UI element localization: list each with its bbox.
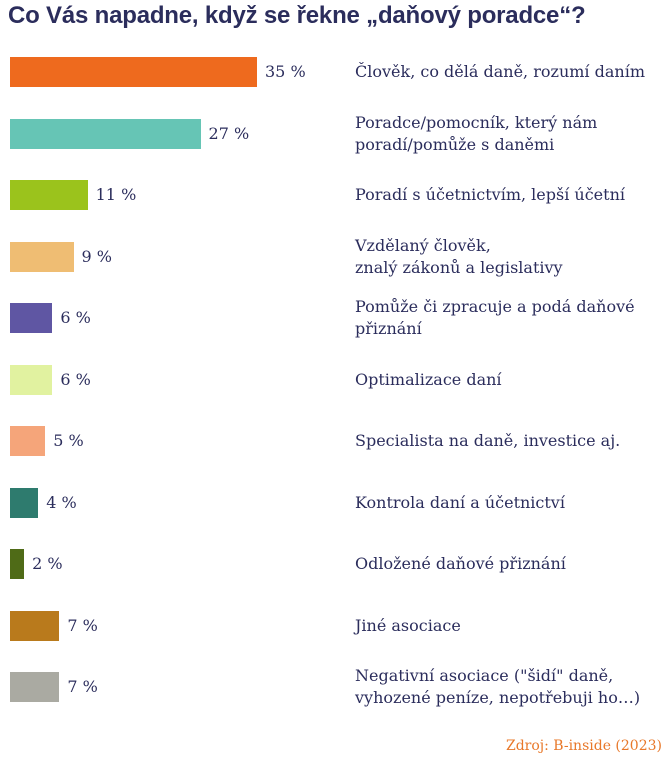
category-label: Jiné asociace xyxy=(355,615,461,635)
category-label: Pomůže či zpracuje a podá daňové přiznán… xyxy=(355,297,635,338)
bar-value-label: 6 % xyxy=(60,308,91,327)
chart-title: Co Vás napadne, když se řekne „daňový po… xyxy=(8,2,586,29)
bar-value-label: 27 % xyxy=(208,123,250,143)
bar-value-label: 4 % xyxy=(46,492,77,512)
bar-11 xyxy=(10,672,60,702)
category-label: Optimalizace daní xyxy=(355,369,502,389)
category-label: Poradí s účetnictvím, lepší účetní xyxy=(355,185,625,204)
bar-9 xyxy=(10,549,25,579)
bar-value-label: 5 % xyxy=(53,431,84,450)
category-label: Vzdělaný člověk, znalý zákonů a legislat… xyxy=(355,235,563,277)
category-label: Specialista na daně, investice aj. xyxy=(355,431,621,450)
category-label: Člověk, co dělá daně, rozumí daním xyxy=(355,62,645,81)
bar-value-label: 9 % xyxy=(81,246,112,266)
bar-5 xyxy=(10,303,53,333)
category-label: Odložené daňové přiznání xyxy=(355,554,566,573)
bar-value-label: 7 % xyxy=(67,615,98,635)
bar-4 xyxy=(10,241,74,272)
bar-6 xyxy=(10,364,53,395)
bar-value-label: 6 % xyxy=(60,369,91,389)
bar-10 xyxy=(10,610,60,641)
bar-2 xyxy=(10,118,201,149)
bar-value-label: 11 % xyxy=(95,185,137,204)
bar-8 xyxy=(10,487,39,518)
bar-3 xyxy=(10,180,88,210)
bar-value-label: 35 % xyxy=(265,62,306,81)
category-label: Poradce/pomocník, který nám poradí/pomůž… xyxy=(355,112,598,154)
bar-value-label: 2 % xyxy=(32,554,63,573)
bar-7 xyxy=(10,426,46,456)
category-label: Kontrola daní a účetnictví xyxy=(355,492,565,512)
category-label: Negativní asociace ("šidí" daně, vyhozen… xyxy=(355,666,641,707)
source-note: Zdroj: B-inside (2023) xyxy=(505,738,662,754)
bar-value-label: 7 % xyxy=(67,677,98,696)
bar-1 xyxy=(10,57,257,87)
